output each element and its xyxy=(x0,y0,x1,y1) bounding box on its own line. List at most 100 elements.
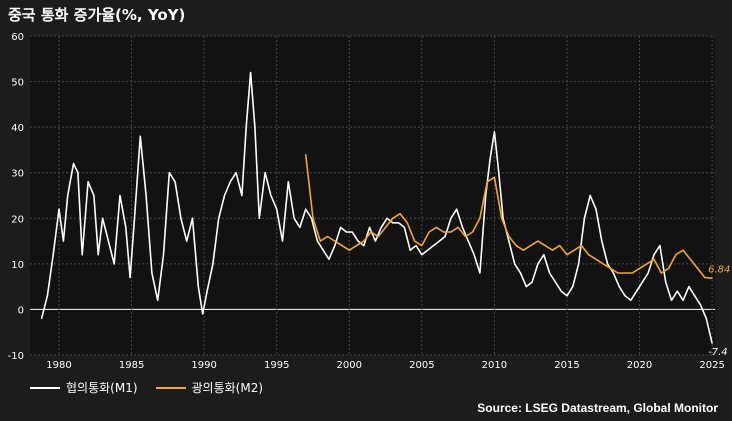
data-point-m1 xyxy=(694,295,696,297)
y-tick-label: -10 xyxy=(8,351,24,362)
data-point-m2 xyxy=(493,176,496,178)
data-point-m1 xyxy=(310,217,313,219)
data-point-m1 xyxy=(711,342,713,344)
data-point-m2 xyxy=(501,217,503,219)
data-point-m2 xyxy=(544,245,546,247)
data-point-m1 xyxy=(566,295,568,297)
data-point-m1 xyxy=(305,208,307,210)
legend-item-m2: 광의통화(M2) xyxy=(155,379,264,396)
data-point-m2 xyxy=(319,240,321,242)
data-point-m1 xyxy=(508,240,510,242)
data-point-m2 xyxy=(624,272,626,274)
data-point-m2 xyxy=(472,231,474,233)
legend-item-m1: 협의통화(M1) xyxy=(30,379,138,396)
data-point-m1 xyxy=(357,240,359,242)
data-point-m1 xyxy=(287,181,289,183)
y-tick-label: 60 xyxy=(11,32,24,43)
data-point-m1 xyxy=(705,317,707,320)
data-point-m1 xyxy=(162,254,165,256)
annotation-m1-value: -7.4 xyxy=(708,347,728,358)
data-point-m1 xyxy=(537,263,539,265)
data-point-m1 xyxy=(612,272,615,274)
legend-swatch-m1 xyxy=(30,386,60,389)
data-point-m1 xyxy=(450,217,452,219)
data-point-m1 xyxy=(249,71,252,74)
data-point-m1 xyxy=(157,299,159,301)
data-point-m2 xyxy=(675,254,677,256)
data-point-m1 xyxy=(334,245,336,247)
data-point-m2 xyxy=(638,267,641,270)
data-point-m1 xyxy=(133,217,136,219)
y-tick-label: 10 xyxy=(11,260,24,271)
data-point-m1 xyxy=(560,290,562,292)
data-point-m2 xyxy=(588,254,590,256)
legend-swatch-m2 xyxy=(155,386,186,389)
data-point-m1 xyxy=(641,281,644,283)
data-point-m1 xyxy=(191,217,194,219)
data-point-m2 xyxy=(711,277,713,279)
data-point-m2 xyxy=(559,245,561,247)
data-point-m1 xyxy=(498,172,500,174)
legend-label-m2: 광의통화(M2) xyxy=(191,381,264,395)
data-point-m2 xyxy=(486,181,488,183)
data-point-m1 xyxy=(624,295,626,297)
y-tick-label: 40 xyxy=(11,123,24,134)
data-point-m1 xyxy=(403,226,406,228)
data-point-m2 xyxy=(631,272,633,274)
data-point-m1 xyxy=(339,226,342,228)
data-point-m1 xyxy=(392,222,394,224)
data-point-m1 xyxy=(97,254,99,256)
y-tick-label: 0 xyxy=(18,305,24,316)
data-point-m1 xyxy=(151,272,153,274)
data-point-m1 xyxy=(107,240,109,242)
data-point-m2 xyxy=(696,267,699,270)
data-point-m2 xyxy=(479,217,481,219)
data-point-m1 xyxy=(421,254,423,256)
data-point-m1 xyxy=(688,286,690,288)
data-point-m1 xyxy=(502,217,504,219)
data-point-m1 xyxy=(531,281,533,283)
data-point-m1 xyxy=(41,317,43,320)
plot-area xyxy=(30,36,715,355)
data-point-m2 xyxy=(609,267,612,270)
data-point-m1 xyxy=(101,217,104,219)
data-point-m1 xyxy=(270,194,272,197)
data-point-m2 xyxy=(312,217,314,219)
data-point-m2 xyxy=(377,235,379,238)
data-point-m2 xyxy=(435,226,437,228)
data-point-m1 xyxy=(351,231,353,233)
data-point-m1 xyxy=(659,245,661,247)
x-tick-label: 2025 xyxy=(699,360,724,371)
data-point-m1 xyxy=(293,217,295,219)
data-point-m1 xyxy=(438,240,440,242)
data-point-m1 xyxy=(601,240,603,242)
data-point-m1 xyxy=(589,194,591,197)
data-point-m2 xyxy=(508,235,510,238)
data-point-m1 xyxy=(129,276,131,279)
data-point-m1 xyxy=(572,286,574,288)
data-point-m1 xyxy=(202,313,204,315)
data-point-m2 xyxy=(334,240,336,242)
data-point-m1 xyxy=(519,272,522,274)
data-point-m1 xyxy=(676,290,678,292)
data-point-m1 xyxy=(363,245,365,247)
data-point-m2 xyxy=(457,226,459,228)
x-tick-label: 1995 xyxy=(264,360,289,371)
data-point-m1 xyxy=(241,194,243,197)
data-point-m1 xyxy=(636,290,638,292)
data-point-m2 xyxy=(305,153,307,156)
data-point-m2 xyxy=(399,213,401,215)
data-point-m1 xyxy=(197,286,199,288)
data-point-m2 xyxy=(326,235,329,238)
data-point-m1 xyxy=(180,217,182,219)
data-point-m1 xyxy=(409,249,411,251)
data-point-m1 xyxy=(473,254,475,256)
data-point-m2 xyxy=(617,272,619,274)
data-point-m1 xyxy=(514,263,516,265)
data-point-m1 xyxy=(432,245,435,247)
data-point-m1 xyxy=(415,245,417,247)
data-point-m1 xyxy=(281,240,284,242)
data-point-m1 xyxy=(479,272,481,274)
data-point-m1 xyxy=(493,131,496,133)
data-point-m2 xyxy=(551,249,554,251)
